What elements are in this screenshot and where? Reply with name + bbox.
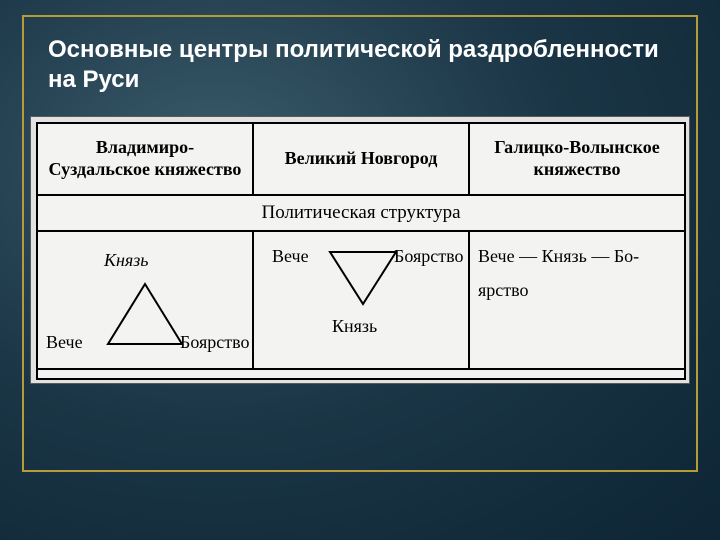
table-subheader: Политическая структура — [38, 196, 684, 232]
cell1-tr-label: Боярство — [394, 246, 464, 267]
cell0-br-label: Боярство — [180, 332, 250, 353]
table-header-row: Владимиро-Суздальское княжество Великий … — [38, 124, 684, 196]
body-cell-2: Вече — Князь — Бо- ярство — [468, 232, 684, 368]
header-cell-2: Галицко-Волынское княжество — [468, 124, 684, 194]
table-body-row: Князь Вече Боярство Вече Боярство Князь … — [38, 232, 684, 368]
cell2-line1: Вече — Князь — Бо- — [478, 246, 639, 267]
header-cell-0: Владимиро-Суздальское княжество — [38, 124, 252, 194]
header-cell-1: Великий Новгород — [252, 124, 468, 194]
triangle-down-icon — [328, 250, 398, 306]
slide-title: Основные центры политической раздробленн… — [24, 17, 696, 95]
triangle-up-icon — [106, 282, 184, 346]
cell1-tl-label: Вече — [272, 246, 309, 267]
table-bottom-band — [38, 368, 684, 378]
body-cell-1: Вече Боярство Князь — [252, 232, 468, 368]
table-container: Владимиро-Суздальское княжество Великий … — [30, 116, 690, 384]
cell0-top-label: Князь — [104, 250, 148, 271]
cell2-line2: ярство — [478, 280, 529, 301]
body-cell-0: Князь Вече Боярство — [38, 232, 252, 368]
diagram-table: Владимиро-Суздальское княжество Великий … — [36, 122, 686, 380]
cell0-bl-label: Вече — [46, 332, 83, 353]
cell1-bottom-label: Князь — [332, 316, 377, 337]
